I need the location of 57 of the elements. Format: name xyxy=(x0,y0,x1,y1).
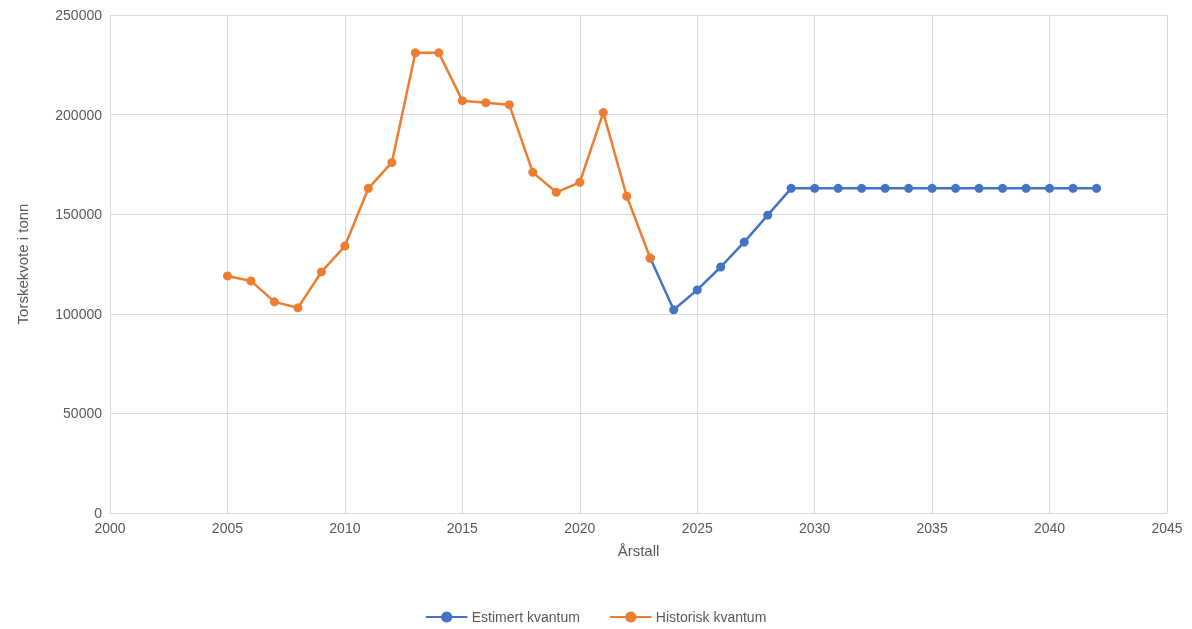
point xyxy=(810,183,820,193)
point xyxy=(833,183,843,193)
x-tick-label: 2035 xyxy=(916,520,948,536)
point xyxy=(927,183,937,193)
point xyxy=(269,297,279,307)
point xyxy=(739,237,749,247)
y-tick-label: 200000 xyxy=(55,106,103,123)
legend-label: Estimert kvantum xyxy=(471,609,580,625)
point xyxy=(434,48,444,58)
x-tick-label: 2015 xyxy=(446,520,479,536)
point xyxy=(293,303,303,313)
point xyxy=(669,305,679,315)
point xyxy=(951,183,961,193)
legend-label: Historisk kvantum xyxy=(655,609,767,625)
point xyxy=(457,96,467,106)
x-axis-title: Årstall xyxy=(617,542,660,559)
x-tick-label: 2010 xyxy=(329,520,361,536)
point xyxy=(222,271,232,281)
point xyxy=(316,267,326,277)
x-tick-label: 2030 xyxy=(799,520,831,536)
point xyxy=(904,183,914,193)
y-tick-label: 0 xyxy=(94,505,103,521)
point xyxy=(340,241,350,251)
point xyxy=(410,48,420,58)
y-tick-label: 50000 xyxy=(63,405,103,422)
point xyxy=(528,167,538,177)
point xyxy=(598,108,608,118)
y-axis-title: Torskekvote i tonn xyxy=(14,203,31,325)
point xyxy=(998,183,1008,193)
point xyxy=(246,276,256,286)
point xyxy=(716,262,726,272)
x-tick-label: 2045 xyxy=(1151,520,1183,536)
x-tick-label: 2025 xyxy=(681,520,713,536)
point xyxy=(1092,183,1102,193)
point xyxy=(504,100,514,110)
point xyxy=(363,183,373,193)
point xyxy=(786,183,796,193)
point xyxy=(551,187,561,197)
point xyxy=(1021,183,1031,193)
point xyxy=(387,157,397,167)
point xyxy=(692,285,702,295)
point xyxy=(575,177,585,187)
y-tick-label: 250000 xyxy=(55,7,103,23)
x-tick-label: 2000 xyxy=(94,520,126,536)
x-tick-label: 2020 xyxy=(564,520,596,536)
y-tick-label: 150000 xyxy=(55,206,103,223)
point xyxy=(763,210,773,220)
point xyxy=(622,191,632,201)
x-tick-label: 2005 xyxy=(211,520,244,536)
point xyxy=(974,183,984,193)
y-tick-label: 100000 xyxy=(55,305,103,322)
point xyxy=(857,183,867,193)
point xyxy=(880,183,890,193)
x-tick-label: 2040 xyxy=(1033,520,1066,536)
point xyxy=(481,98,491,108)
point xyxy=(1045,183,1055,193)
point xyxy=(1068,183,1078,193)
